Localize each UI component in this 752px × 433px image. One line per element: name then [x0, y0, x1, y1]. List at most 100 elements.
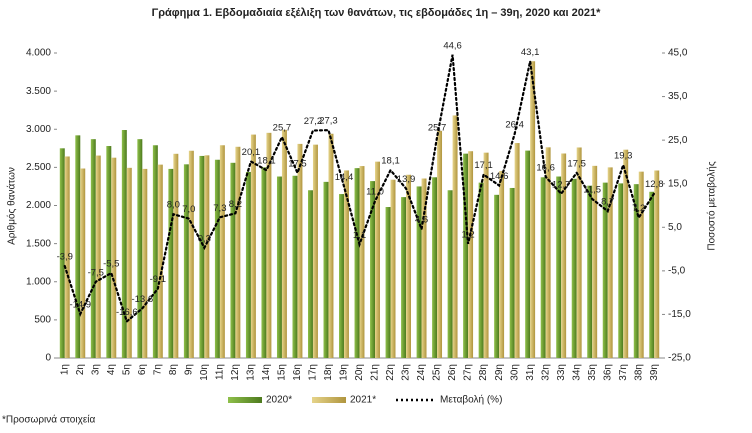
data-label: 20,1	[242, 147, 261, 158]
bar	[339, 194, 344, 358]
bar	[618, 183, 624, 358]
bar	[168, 168, 174, 358]
x-tick-label: 2η	[75, 364, 86, 375]
bar	[401, 197, 407, 358]
x-tick-label: 22η	[385, 364, 396, 381]
data-label: -13,6	[131, 294, 153, 305]
bar	[514, 143, 520, 358]
data-label: 13,9	[397, 174, 416, 185]
x-tick-label: 27η	[463, 364, 474, 381]
data-label: 18,1	[257, 156, 276, 167]
y-tick-label: 0	[45, 353, 51, 364]
x-tick-label: 12η	[230, 364, 241, 381]
y2-tick-label: 45,0	[668, 48, 688, 59]
data-label: -3,9	[57, 252, 73, 263]
bar	[592, 165, 598, 358]
x-tick-label: 26η	[447, 364, 458, 381]
bar	[266, 132, 272, 358]
x-tick-label: 5η	[121, 364, 132, 375]
data-label: -16,6	[116, 307, 138, 318]
x-tick-label: 15η	[277, 364, 288, 381]
data-label: -9,1	[150, 274, 166, 285]
bar	[235, 146, 241, 358]
bar	[478, 182, 484, 358]
x-tick-label: 34η	[571, 364, 582, 381]
y2-tick-label: 35,0	[668, 91, 688, 102]
bar	[152, 145, 158, 358]
bar	[111, 157, 117, 358]
data-label: 17,5	[567, 158, 586, 169]
bar	[188, 150, 194, 358]
data-label: 18,1	[381, 156, 400, 167]
data-label: 17,5	[288, 158, 307, 169]
data-label: 25,7	[273, 123, 292, 134]
bar	[654, 170, 660, 358]
bar	[59, 148, 65, 358]
bar	[375, 161, 380, 358]
bar	[370, 181, 376, 358]
x-tick-label: 6η	[137, 364, 148, 375]
x-tick-label: 11η	[215, 364, 226, 380]
chart-title: Γράφημα 1. Εβδομαδιαία εξέλιξη των θανάτ…	[152, 7, 602, 19]
bar	[406, 174, 412, 358]
bar	[292, 175, 298, 358]
x-tick-label: 3η	[90, 364, 101, 375]
x-tick-label: 31η	[525, 364, 536, 381]
bar	[638, 171, 644, 358]
y-tick-label: 3.000	[26, 124, 51, 135]
x-tick-label: 17η	[308, 364, 319, 381]
y-tick-label: 1.000	[26, 276, 51, 287]
data-label: 7,3	[213, 203, 226, 214]
y2-tick-label: 15,0	[668, 178, 688, 189]
bar	[447, 190, 453, 358]
x-tick-label: 33η	[556, 364, 567, 381]
bar	[214, 159, 220, 358]
legend-swatch	[312, 397, 346, 403]
bar	[199, 155, 205, 358]
bar	[463, 153, 469, 358]
x-tick-label: 29η	[494, 364, 505, 381]
y-tick-label: 3.500	[26, 86, 51, 97]
x-tick-label: 24η	[416, 364, 427, 381]
data-label: 8,7	[601, 197, 614, 208]
y2-axis-label: Ποσοστό μεταβολής	[706, 161, 718, 250]
data-label: 26,4	[505, 120, 524, 131]
bar	[623, 149, 629, 358]
bar	[509, 187, 515, 358]
bar	[281, 129, 287, 358]
bar	[359, 166, 365, 358]
bar	[95, 155, 101, 358]
data-label: 7,2	[632, 203, 645, 214]
bar	[157, 164, 163, 358]
x-tick-label: 16η	[292, 364, 303, 381]
bar	[468, 151, 474, 358]
x-tick-label: 7η	[152, 364, 163, 375]
data-label: 11,0	[366, 187, 384, 198]
data-label: 14,6	[490, 171, 509, 182]
bar	[245, 171, 251, 358]
data-label: -5,5	[103, 259, 119, 270]
legend-swatch	[228, 397, 262, 403]
bar	[312, 144, 318, 358]
x-tick-label: 38η	[633, 364, 644, 381]
bar	[343, 170, 349, 358]
bar	[183, 164, 189, 358]
footnote: *Προσωρινά στοιχεία	[2, 414, 96, 426]
legend-label: Μεταβολή (%)	[440, 394, 502, 406]
y-tick-label: 2.500	[26, 162, 51, 173]
bar	[540, 177, 546, 358]
legend-label: 2021*	[350, 395, 376, 406]
bar	[530, 61, 536, 359]
x-tick-label: 1η	[59, 364, 70, 375]
y2-tick-label: 25,0	[668, 135, 688, 146]
data-label: 1,1	[353, 230, 366, 241]
bar	[561, 153, 567, 358]
bar	[576, 147, 582, 358]
bar	[142, 168, 148, 358]
bar	[250, 134, 256, 358]
line	[63, 54, 656, 324]
bar	[137, 139, 143, 358]
bar	[602, 182, 608, 358]
y2-tick-label: 5,0	[668, 222, 682, 233]
